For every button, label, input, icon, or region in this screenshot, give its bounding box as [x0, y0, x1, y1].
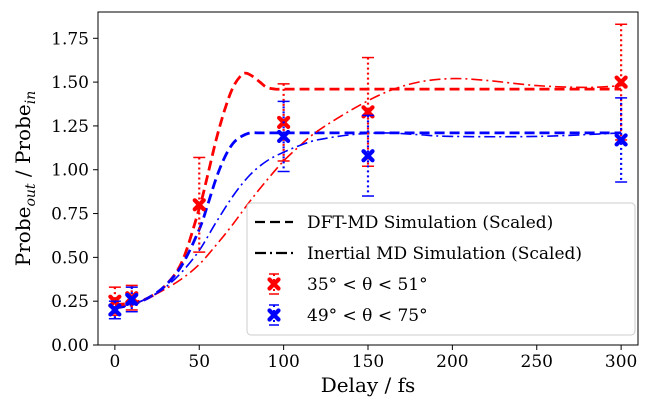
- marker-stroke: [108, 303, 122, 317]
- x-tick-label: 250: [521, 352, 553, 372]
- y-tick-label: 0.75: [51, 205, 89, 225]
- legend-label: DFT-MD Simulation (Scaled): [307, 213, 553, 233]
- x-marker: [614, 75, 628, 89]
- marker-stroke: [125, 292, 139, 307]
- marker-stroke: [614, 75, 628, 89]
- x-marker: [361, 149, 375, 163]
- legend-item-inertial: Inertial MD Simulation (Scaled): [255, 244, 582, 264]
- legend-box: [246, 202, 636, 336]
- marker-stroke: [361, 149, 375, 163]
- legend: DFT-MD Simulation (Scaled) Inertial MD Si…: [246, 202, 636, 336]
- legend-label: 35° < θ < 51°: [307, 275, 428, 295]
- legend-item-blue_points: 49° < θ < 75°: [267, 304, 428, 326]
- legend-label: Inertial MD Simulation (Scaled): [307, 244, 582, 264]
- marker-stroke: [277, 129, 291, 144]
- marker-stroke: [614, 133, 628, 147]
- y-axis-title-mid: / Probe: [11, 104, 35, 183]
- y-axis-title-base: Probe: [11, 207, 35, 267]
- legend-marker: [267, 277, 281, 291]
- x-tick-label: 50: [188, 352, 210, 372]
- legend-marker: [267, 308, 281, 322]
- x-tick-label: 0: [109, 352, 120, 372]
- data-points: [108, 23, 628, 320]
- data-point: [614, 23, 628, 141]
- x-tick-label: 200: [436, 352, 468, 372]
- x-marker: [277, 129, 291, 144]
- dashdot-line-3: [114, 132, 622, 309]
- y-axis-title-sub2: in: [23, 91, 39, 105]
- y-tick-label: 1.00: [51, 161, 89, 181]
- legend-item-red_points: 35° < θ < 51°: [267, 273, 428, 295]
- legend-label: 49° < θ < 75°: [307, 306, 428, 326]
- x-tick-label: 300: [605, 352, 637, 372]
- x-marker: [125, 292, 139, 307]
- data-point: [277, 100, 291, 173]
- y-axis-title: Probeout / Probein: [11, 91, 39, 266]
- y-tick-label: 1.50: [51, 73, 89, 93]
- y-tick-label: 0.50: [51, 248, 89, 268]
- axis-ticks: 0 50 100 150 200 250 300 0.00 0.25 0.50 0.75 1.00 1.…: [51, 29, 637, 372]
- data-point: [125, 286, 139, 313]
- y-tick-label: 0.25: [51, 292, 89, 312]
- data-point: [614, 97, 628, 183]
- marker-stroke: [267, 277, 281, 291]
- data-point: [192, 156, 206, 253]
- marker-stroke: [192, 198, 206, 212]
- dashdot-line-2: [114, 77, 622, 308]
- dashed-line-1: [114, 131, 622, 310]
- data-point: [108, 300, 122, 320]
- x-marker: [192, 198, 206, 212]
- y-tick-label: 1.75: [51, 29, 89, 49]
- x-marker: [614, 133, 628, 147]
- data-point: [361, 114, 375, 197]
- marker-stroke: [267, 308, 281, 322]
- x-marker: [108, 303, 122, 317]
- y-tick-label: 1.25: [51, 117, 89, 137]
- simulation-lines: [114, 71, 622, 310]
- x-tick-label: 100: [267, 352, 299, 372]
- x-axis-title: Delay / fs: [321, 373, 416, 397]
- y-tick-label: 0.00: [51, 336, 89, 356]
- y-axis-title-sub1: out: [23, 183, 39, 206]
- legend-item-dft: DFT-MD Simulation (Scaled): [255, 213, 553, 233]
- x-tick-label: 150: [352, 352, 384, 372]
